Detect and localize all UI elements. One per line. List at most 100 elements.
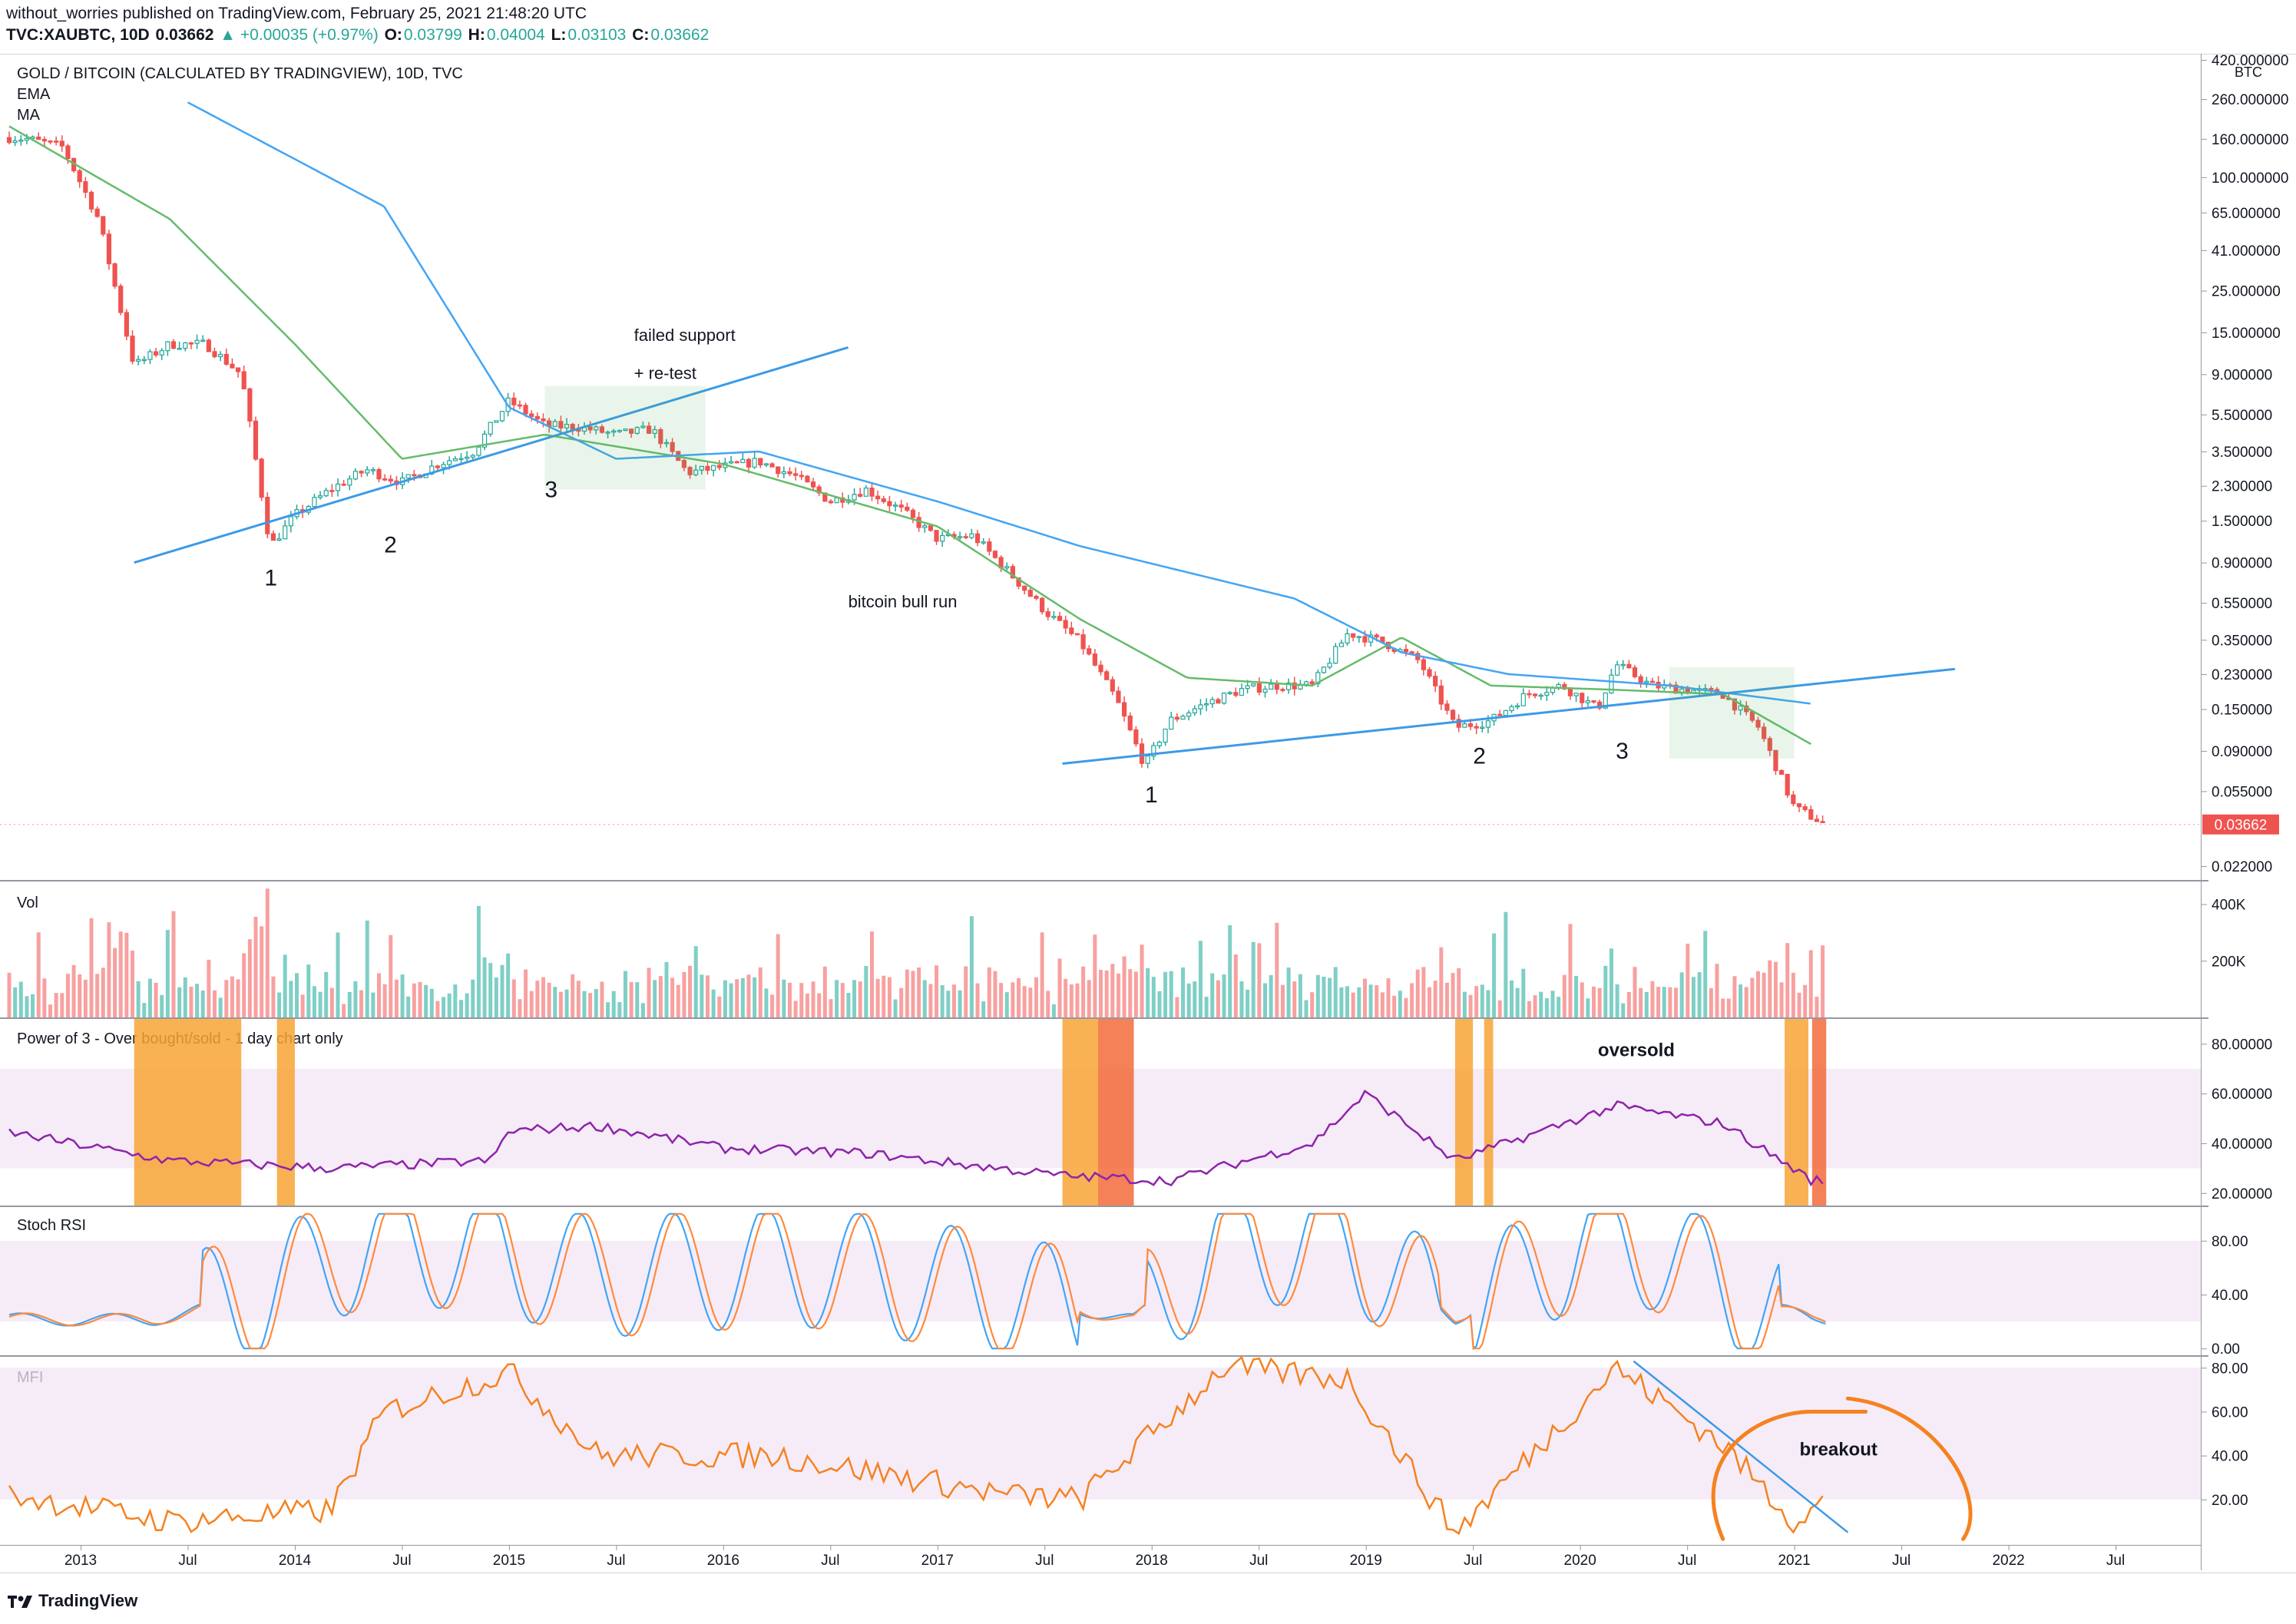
volume-bar bbox=[1773, 961, 1778, 1017]
candle-body bbox=[352, 471, 359, 480]
volume-bar bbox=[640, 1003, 645, 1017]
candle-body bbox=[465, 456, 470, 459]
oversold-zone bbox=[1062, 1019, 1099, 1206]
candle-body bbox=[259, 458, 264, 498]
candle-body bbox=[376, 469, 382, 480]
candle-body bbox=[65, 145, 71, 160]
oversold-zone bbox=[1098, 1019, 1134, 1206]
volume-bar bbox=[1392, 995, 1397, 1017]
candle-body bbox=[253, 420, 259, 460]
candle-body bbox=[1110, 679, 1115, 692]
volume-bar bbox=[1292, 981, 1297, 1017]
volume-bar bbox=[846, 993, 851, 1017]
candle-body bbox=[1762, 726, 1767, 739]
candle-body bbox=[617, 429, 622, 432]
label-right-2: 2 bbox=[1473, 744, 1486, 769]
volume-bar bbox=[1597, 987, 1602, 1017]
volume-bar bbox=[753, 977, 757, 1017]
candle-body bbox=[1509, 706, 1514, 712]
candle-body bbox=[1485, 720, 1491, 728]
power-tick bbox=[2201, 1093, 2207, 1095]
candle-body bbox=[1262, 688, 1268, 693]
candle-body bbox=[1709, 688, 1714, 690]
candle-body bbox=[1520, 693, 1526, 706]
mfi-trendline bbox=[1633, 1360, 1849, 1533]
time-tick-label: 2013 bbox=[65, 1553, 97, 1569]
volume-bar bbox=[1732, 976, 1737, 1017]
candle-body bbox=[335, 483, 341, 491]
volume-bar bbox=[1246, 989, 1250, 1017]
volume-bar bbox=[700, 974, 704, 1017]
volume-bar bbox=[1140, 944, 1144, 1017]
candle-body bbox=[1022, 585, 1027, 591]
candle-body bbox=[746, 458, 752, 468]
candle-body bbox=[898, 504, 904, 508]
volume-bar bbox=[1580, 982, 1584, 1017]
candle-body bbox=[470, 455, 475, 458]
volume-bar bbox=[1709, 987, 1713, 1017]
volume-bar bbox=[1228, 924, 1232, 1017]
volume-bar bbox=[260, 926, 264, 1017]
volume-bar bbox=[1650, 981, 1655, 1017]
candle-body bbox=[177, 347, 182, 350]
candle-body bbox=[1808, 809, 1814, 820]
mfi-band bbox=[0, 1368, 2201, 1500]
time-tick bbox=[723, 1545, 724, 1550]
candle-body bbox=[441, 464, 446, 468]
candle-body bbox=[101, 216, 106, 235]
volume-bar bbox=[582, 991, 587, 1017]
candle-body bbox=[1620, 663, 1626, 666]
volume-bar bbox=[1521, 968, 1526, 1017]
price-tick-label: 1.500000 bbox=[2212, 514, 2272, 530]
candle-body bbox=[1433, 676, 1438, 686]
volume-bar bbox=[1057, 958, 1062, 1017]
main-pane-title: GOLD / BITCOIN (CALCULATED BY TRADINGVIE… bbox=[17, 65, 463, 82]
volume-bar bbox=[171, 911, 176, 1017]
stoch-pane-title: Stoch RSI bbox=[17, 1217, 86, 1234]
candle-body bbox=[1203, 703, 1209, 706]
candle-body bbox=[77, 170, 82, 183]
candle-body bbox=[54, 141, 59, 143]
volume-bar bbox=[95, 974, 100, 1017]
time-tick-label: Jul bbox=[821, 1553, 839, 1569]
volume-bar bbox=[840, 983, 845, 1017]
candle-body bbox=[1221, 693, 1227, 704]
price-tick-label: 5.500000 bbox=[2212, 408, 2272, 424]
volume-bar bbox=[1163, 971, 1168, 1017]
candle-body bbox=[670, 442, 675, 452]
label-left-1: 1 bbox=[264, 566, 277, 591]
price-tick-label: 41.000000 bbox=[2212, 243, 2281, 260]
volume-bar bbox=[1562, 974, 1567, 1017]
vol-pane-separator bbox=[0, 880, 2208, 881]
retest-text: + re-test bbox=[634, 363, 696, 382]
price-tick bbox=[2201, 99, 2207, 101]
label-left-3: 3 bbox=[544, 478, 557, 503]
volume-bar bbox=[1064, 978, 1068, 1017]
volume-bar bbox=[1216, 980, 1220, 1017]
candle-body bbox=[24, 137, 30, 141]
candle-body bbox=[206, 339, 211, 352]
candle-body bbox=[881, 498, 886, 502]
price-tick bbox=[2201, 603, 2207, 604]
candle-body bbox=[769, 463, 775, 468]
volume-bar bbox=[265, 888, 270, 1017]
candle-body bbox=[1785, 773, 1790, 795]
price-axis-border bbox=[2201, 54, 2202, 1570]
candle-body bbox=[1251, 683, 1256, 686]
volume-bar bbox=[647, 967, 651, 1017]
volume-bar bbox=[1116, 973, 1120, 1017]
candle-body bbox=[663, 442, 670, 445]
candle-body bbox=[1403, 649, 1409, 653]
volume-bar bbox=[289, 981, 293, 1017]
candle-body bbox=[1462, 723, 1467, 728]
candle-body bbox=[511, 397, 517, 405]
time-tick-label: 2021 bbox=[1778, 1553, 1810, 1569]
candle-body bbox=[863, 488, 868, 497]
volume-bar bbox=[406, 996, 411, 1017]
candle-body bbox=[323, 490, 329, 497]
vol-tick-label: 400K bbox=[2212, 898, 2246, 914]
high-value: 0.04004 bbox=[486, 26, 545, 44]
left-trendline bbox=[134, 346, 849, 564]
candle-body bbox=[1591, 700, 1596, 703]
